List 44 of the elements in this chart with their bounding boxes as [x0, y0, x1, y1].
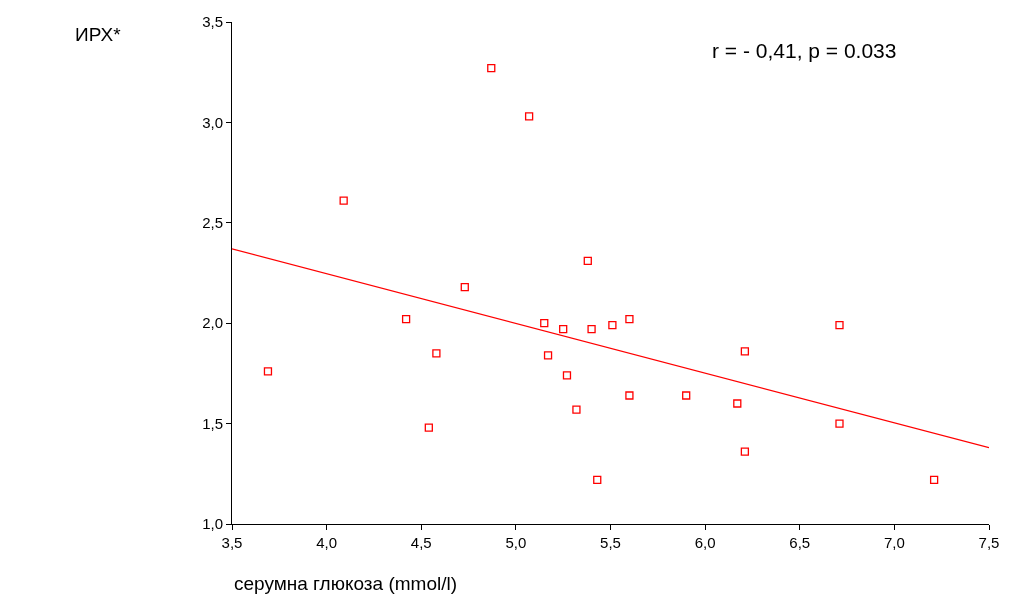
point [559, 325, 568, 334]
point [263, 367, 273, 376]
x-tick-label: 5,5 [600, 534, 621, 551]
point [587, 325, 596, 334]
point [608, 321, 617, 330]
x-tick-label: 3,5 [221, 534, 243, 551]
point [740, 447, 750, 456]
point [835, 419, 844, 428]
point [543, 351, 553, 360]
x-tick-label: 4,5 [410, 534, 432, 551]
point [740, 347, 750, 356]
point [625, 391, 634, 400]
point [540, 319, 549, 328]
y-tick-label: 2,5 [202, 214, 223, 232]
y-tick-label: 3,0 [202, 113, 223, 131]
point [424, 423, 433, 432]
point [835, 321, 844, 330]
point [572, 405, 581, 414]
x-tick-label: 7,5 [978, 534, 1000, 551]
y-tick-label: 1,5 [202, 414, 223, 432]
x-tick-label: 6,5 [789, 534, 811, 551]
point [583, 256, 592, 266]
y-tick-label: 2,0 [202, 314, 223, 332]
point [460, 282, 469, 292]
point [562, 371, 572, 380]
x-tick-label: 7,0 [883, 534, 905, 551]
point [401, 315, 411, 324]
x-tick-label: 6,0 [694, 534, 716, 551]
point [625, 315, 634, 324]
annotation: r = - 0,41, p = 0.033 [712, 39, 897, 62]
point [733, 399, 742, 408]
point [593, 475, 602, 484]
y-axis-title: ИРХ* [75, 24, 122, 45]
x-axis-title: серумна глюкоза (mmol/l) [234, 573, 457, 594]
x-tick-label: 4,0 [316, 534, 338, 551]
point [487, 64, 496, 73]
x-tick-label: 5,0 [505, 534, 527, 551]
point [929, 475, 939, 484]
y-tick-label: 1,0 [202, 515, 223, 533]
point [524, 112, 534, 121]
point [682, 391, 691, 400]
y-tick-label: 3,5 [202, 13, 223, 31]
point [432, 349, 441, 358]
point [339, 196, 348, 205]
